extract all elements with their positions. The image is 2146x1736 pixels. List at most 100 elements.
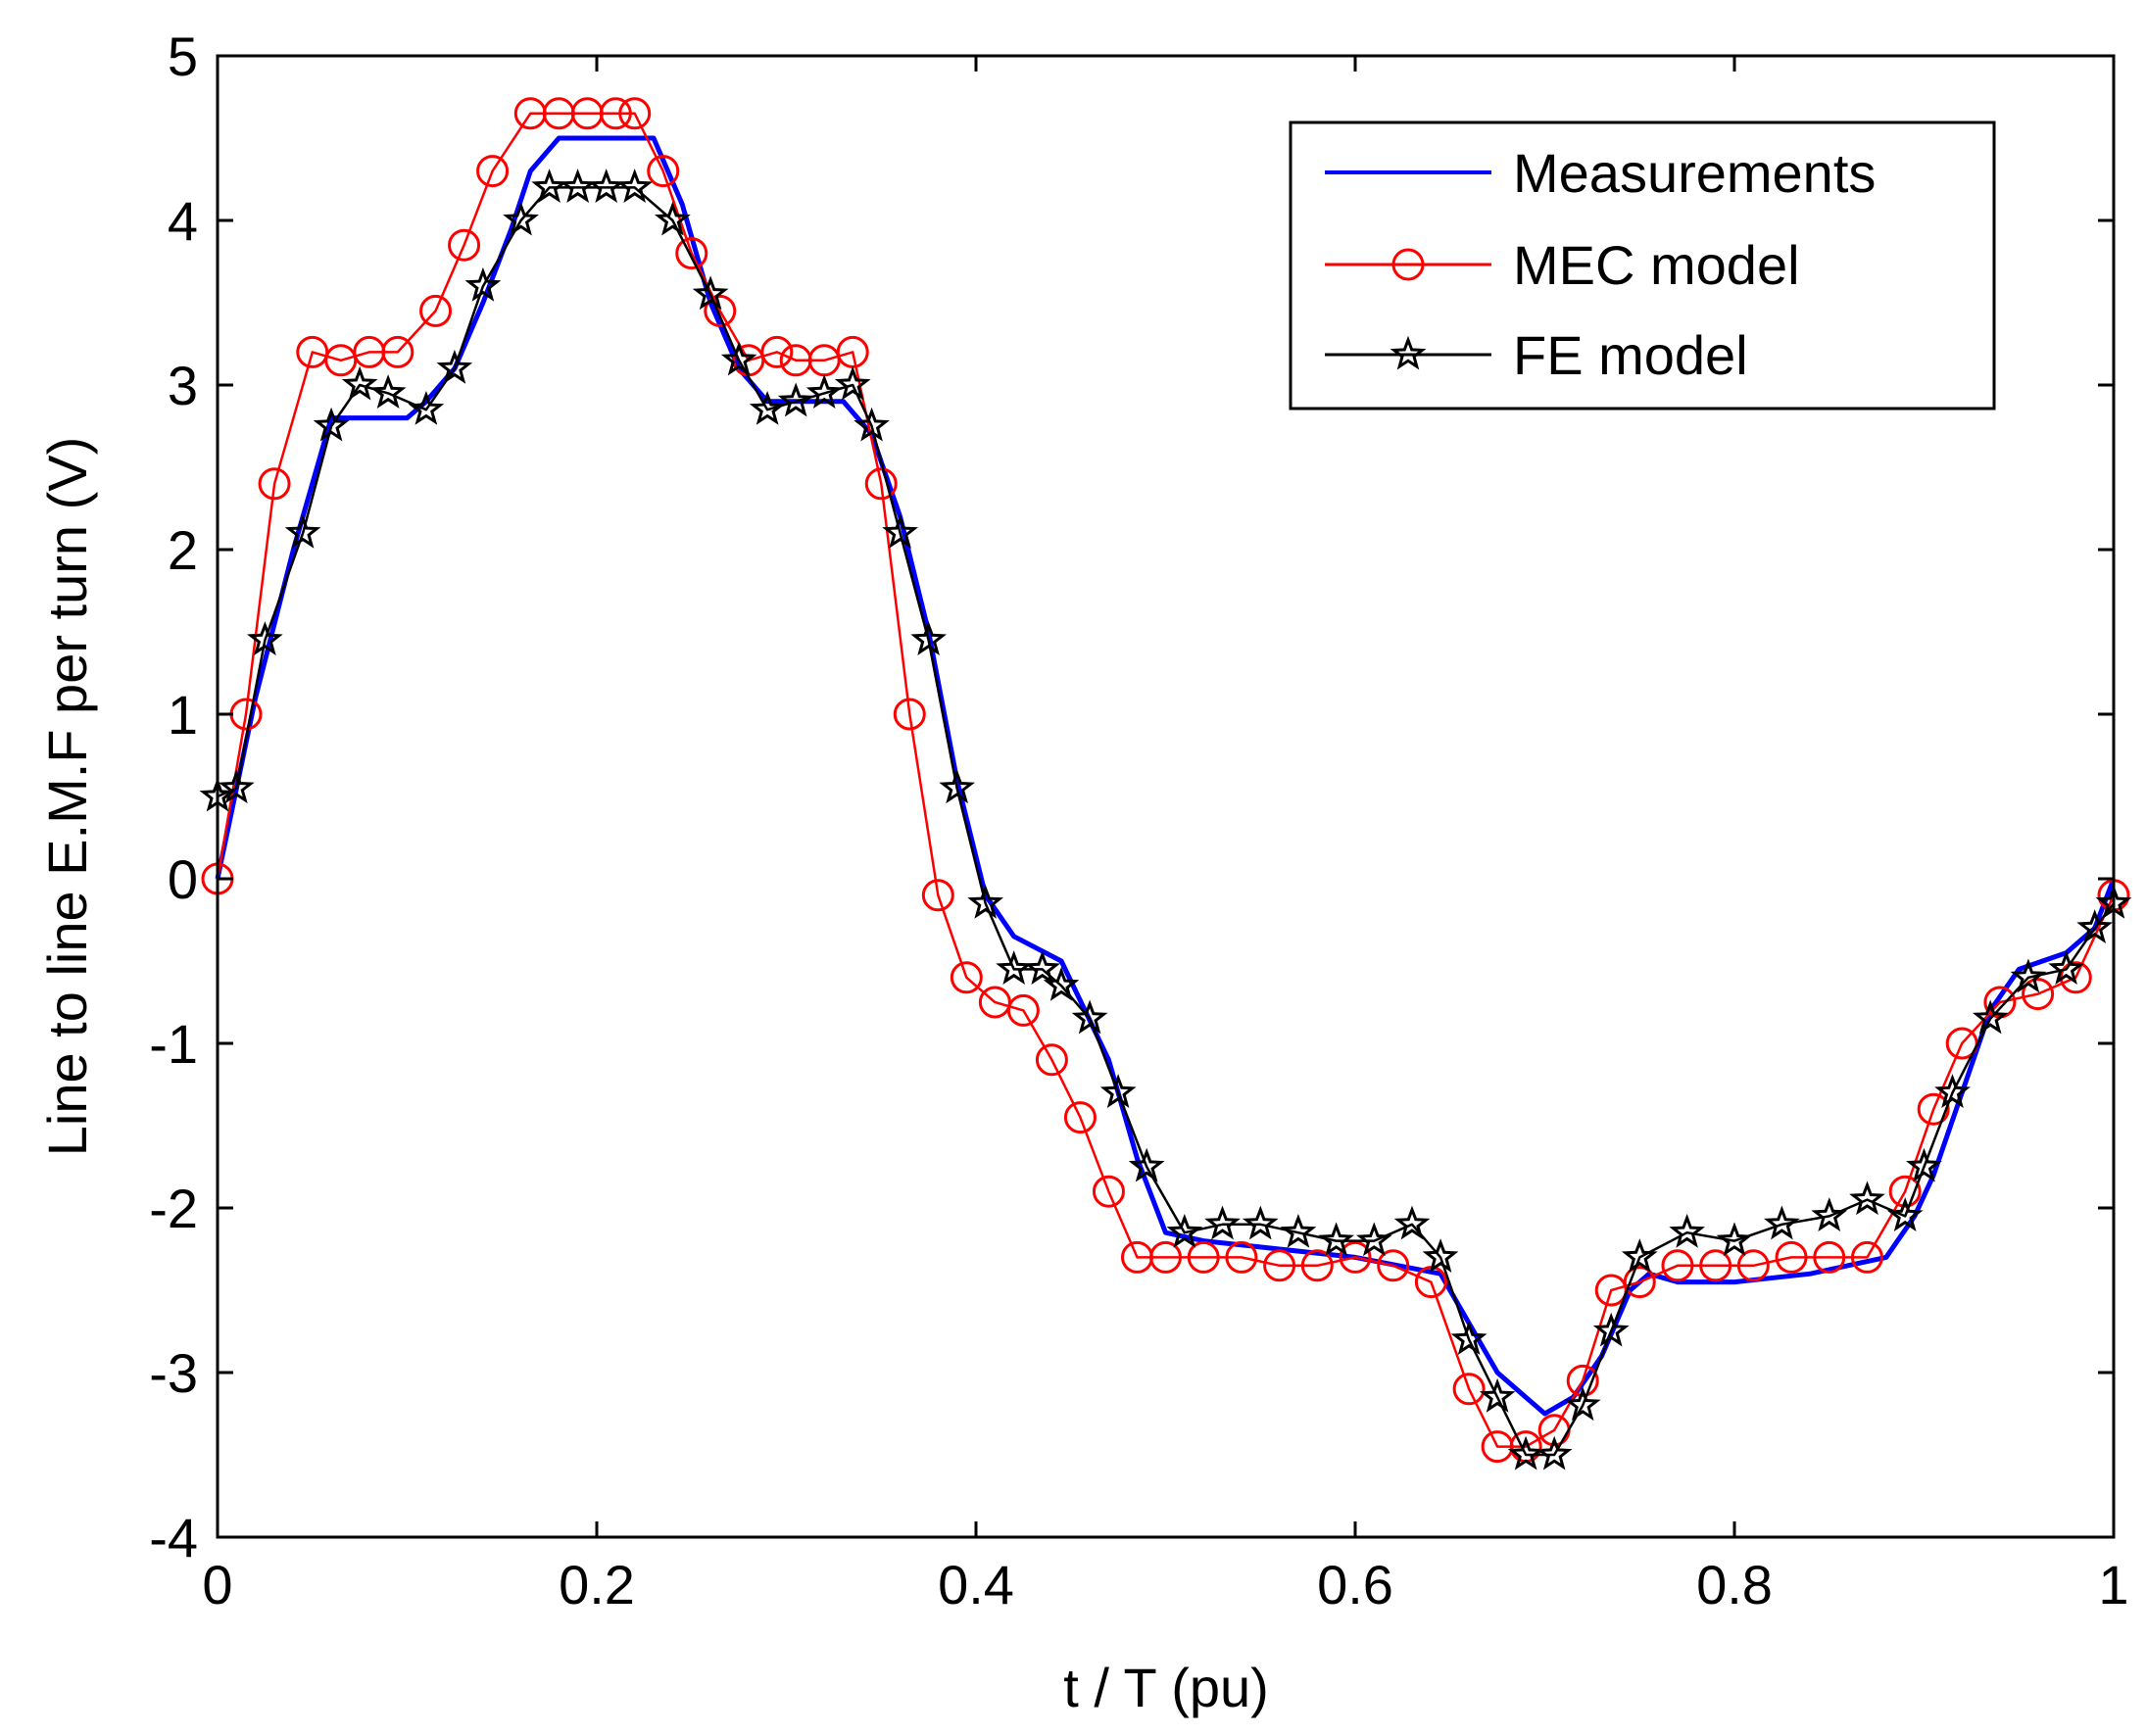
data-point xyxy=(647,155,680,188)
legend-label: Measurements xyxy=(1513,142,1876,204)
data-point xyxy=(464,266,502,302)
data-point xyxy=(1355,1222,1392,1257)
data-point xyxy=(996,950,1033,985)
x-tick-label: 0.4 xyxy=(938,1554,1014,1615)
data-point xyxy=(1318,1222,1355,1257)
ticks-layer: 0 0.2 0.4 0.6 0.8 1 -4 -3 -2 -1 0 1 2 3 4 5 xyxy=(149,25,2128,1615)
data-point xyxy=(408,390,445,425)
data-point xyxy=(893,698,926,731)
y-tick-label: -4 xyxy=(149,1507,198,1568)
data-point xyxy=(1422,1238,1459,1273)
data-point xyxy=(704,294,737,327)
data-point xyxy=(1479,1377,1516,1413)
legend-label: MEC model xyxy=(1513,234,1800,296)
data-point xyxy=(1934,1074,1971,1108)
x-tick-label: 0 xyxy=(202,1554,232,1615)
data-point xyxy=(1339,1240,1372,1274)
data-point xyxy=(1775,1240,1808,1274)
series-line xyxy=(215,135,2117,1417)
data-point xyxy=(1263,1249,1296,1282)
series-mec-model xyxy=(201,97,2130,1464)
data-point xyxy=(1280,1213,1317,1248)
y-tick-label: 1 xyxy=(168,684,198,746)
data-point xyxy=(675,237,708,270)
data-point xyxy=(1099,1074,1137,1108)
data-point xyxy=(1566,1364,1599,1397)
data-point xyxy=(1669,1213,1706,1248)
data-point xyxy=(967,884,1003,919)
x-tick-label: 0.6 xyxy=(1317,1554,1393,1615)
data-point xyxy=(1242,1205,1279,1240)
data-point xyxy=(2048,950,2085,985)
x-tick-label: 0.2 xyxy=(559,1554,635,1615)
legend-swatch-marker xyxy=(1391,248,1425,281)
legend-label: FE model xyxy=(1513,324,1748,386)
legend-items: Measurements MEC model FE model xyxy=(1325,142,1876,386)
data-point xyxy=(1377,1249,1410,1282)
data-point xyxy=(1564,1386,1601,1422)
data-point xyxy=(1452,1373,1486,1406)
data-point xyxy=(921,879,954,912)
x-tick-label: 1 xyxy=(2098,1554,2128,1615)
data-point xyxy=(531,169,568,203)
data-point xyxy=(1071,999,1108,1035)
data-point xyxy=(1128,1147,1165,1182)
data-point xyxy=(1811,1197,1848,1231)
data-point xyxy=(448,228,481,262)
data-point xyxy=(692,275,729,311)
data-point xyxy=(2022,978,2055,1011)
data-point xyxy=(381,335,415,368)
data-point xyxy=(1006,993,1040,1027)
data-point xyxy=(1906,1147,1942,1182)
data-point xyxy=(854,407,890,442)
data-point xyxy=(1024,950,1061,985)
data-point xyxy=(369,374,407,409)
data-point xyxy=(834,365,871,401)
series-fe-model xyxy=(199,169,2132,1471)
data-point xyxy=(246,621,283,655)
data-point xyxy=(1166,1213,1203,1248)
data-point xyxy=(950,961,983,994)
data-point xyxy=(1623,1266,1656,1299)
y-tick-label: 4 xyxy=(168,190,198,252)
legend: Measurements MEC model FE model xyxy=(1289,121,1996,410)
data-point xyxy=(1450,1321,1488,1355)
axes-box xyxy=(216,54,2116,1539)
data-point xyxy=(616,169,654,203)
data-point xyxy=(1886,1197,1924,1231)
data-point xyxy=(1661,1249,1694,1282)
data-point xyxy=(1736,1249,1770,1282)
data-point xyxy=(1972,999,2009,1035)
data-point xyxy=(1063,1101,1097,1134)
data-point xyxy=(882,513,919,549)
data-point xyxy=(864,467,898,501)
data-point xyxy=(1187,1240,1220,1274)
data-point xyxy=(1917,1092,1950,1126)
data-point xyxy=(1621,1238,1658,1273)
data-point xyxy=(599,97,632,130)
data-point xyxy=(760,335,794,368)
data-point xyxy=(1204,1205,1241,1240)
data-point xyxy=(1536,1435,1573,1471)
data-point xyxy=(588,169,624,203)
data-point xyxy=(284,513,321,549)
data-point xyxy=(1507,1435,1544,1471)
y-tick-label: 5 xyxy=(168,25,198,87)
x-tick-label: 0.8 xyxy=(1696,1554,1773,1615)
y-axis-label: Line to line E.M.F per turn (V) xyxy=(36,437,98,1157)
data-point xyxy=(1888,1175,1922,1208)
data-point xyxy=(1300,1249,1334,1282)
y-tick-label: 2 xyxy=(168,519,198,581)
data-point xyxy=(341,365,378,401)
data-point xyxy=(1592,1312,1630,1347)
data-point xyxy=(1043,966,1080,1001)
data-point xyxy=(419,294,453,327)
y-tick-label: 3 xyxy=(168,355,198,416)
legend-swatch-marker xyxy=(1390,335,1427,370)
series-line xyxy=(217,186,2115,1457)
series-line xyxy=(216,112,2116,1448)
y-tick-label: 0 xyxy=(168,848,198,910)
data-point xyxy=(910,621,948,655)
data-point xyxy=(1850,1240,1883,1274)
